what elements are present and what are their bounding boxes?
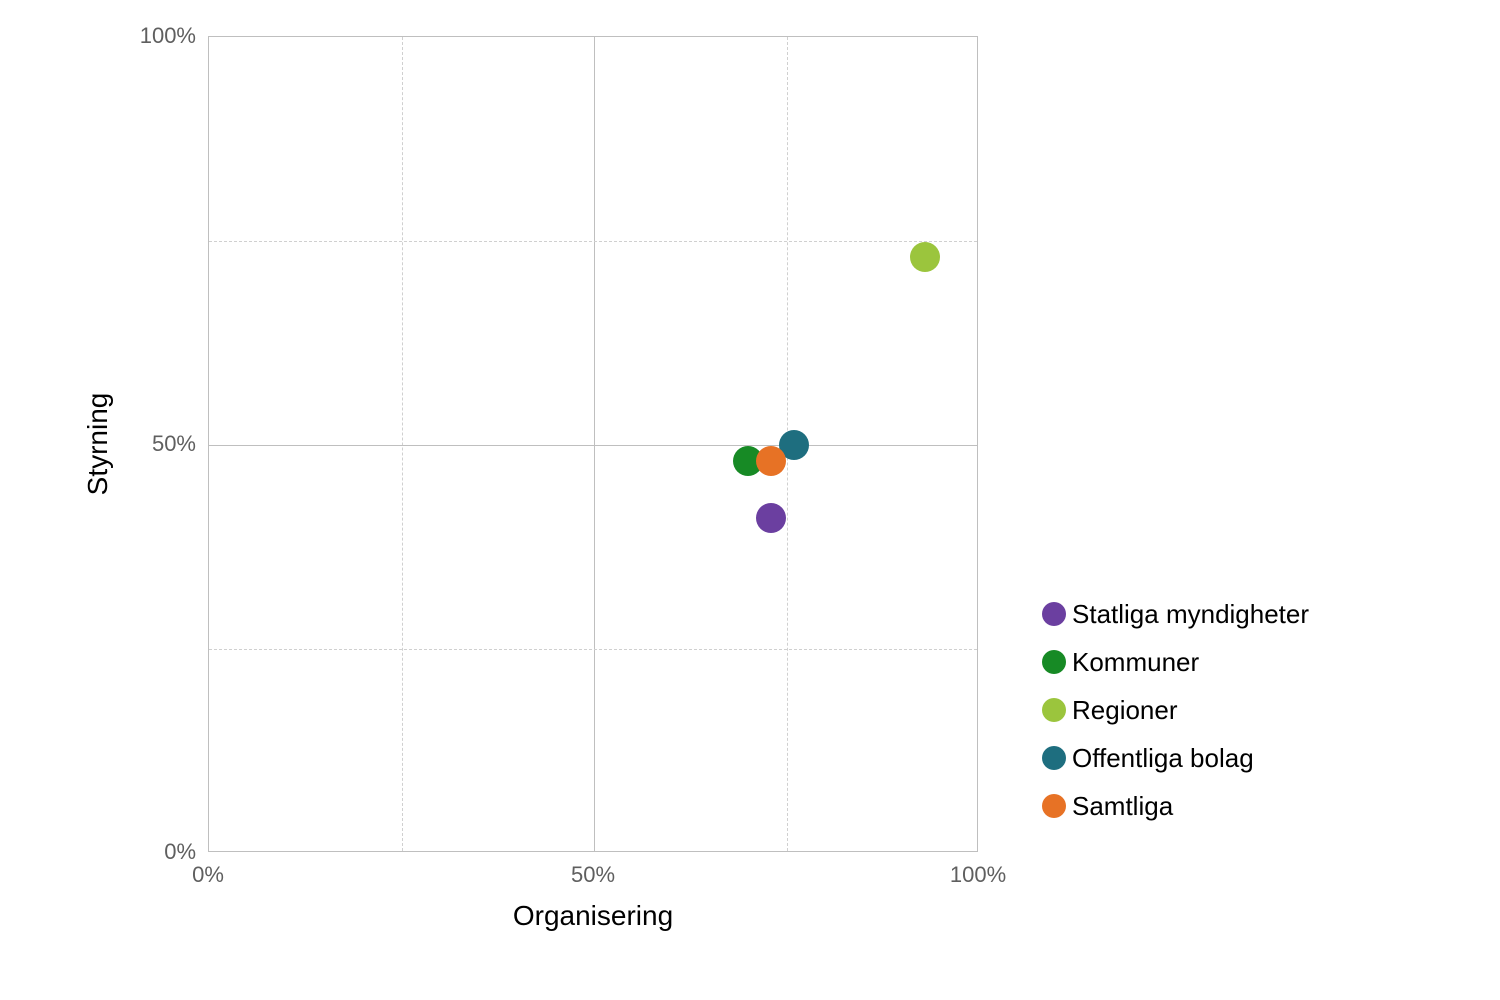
legend-item: Samtliga bbox=[1042, 782, 1309, 830]
legend-label: Kommuner bbox=[1072, 647, 1199, 678]
plot-area bbox=[208, 36, 978, 852]
legend-marker bbox=[1042, 746, 1066, 770]
legend-label: Offentliga bolag bbox=[1072, 743, 1254, 774]
gridline-horizontal bbox=[209, 241, 977, 242]
legend: Statliga myndigheter Kommuner Regioner Offe… bbox=[1042, 590, 1309, 830]
gridline-horizontal bbox=[209, 445, 977, 446]
y-axis-title: Styrning bbox=[82, 393, 114, 496]
legend-marker bbox=[1042, 602, 1066, 626]
legend-item: Regioner bbox=[1042, 686, 1309, 734]
legend-item: Offentliga bolag bbox=[1042, 734, 1309, 782]
data-point bbox=[756, 446, 786, 476]
y-tick-label: 100% bbox=[140, 23, 196, 49]
legend-marker bbox=[1042, 794, 1066, 818]
gridline-horizontal bbox=[209, 649, 977, 650]
x-tick-label: 0% bbox=[192, 862, 224, 888]
legend-item: Kommuner bbox=[1042, 638, 1309, 686]
legend-item: Statliga myndigheter bbox=[1042, 590, 1309, 638]
y-tick-label: 0% bbox=[164, 839, 196, 865]
gridline-vertical bbox=[594, 37, 595, 851]
legend-marker bbox=[1042, 698, 1066, 722]
legend-label: Statliga myndigheter bbox=[1072, 599, 1309, 630]
y-tick-label: 50% bbox=[152, 431, 196, 457]
legend-label: Samtliga bbox=[1072, 791, 1173, 822]
x-tick-label: 100% bbox=[950, 862, 1006, 888]
x-axis-title: Organisering bbox=[513, 900, 673, 932]
chart-container: 0% 50% 100% 0% 50% 100% Organisering Styrnin… bbox=[0, 0, 1500, 1000]
data-point bbox=[910, 242, 940, 272]
x-tick-label: 50% bbox=[571, 862, 615, 888]
legend-marker bbox=[1042, 650, 1066, 674]
data-point bbox=[756, 503, 786, 533]
legend-label: Regioner bbox=[1072, 695, 1178, 726]
gridline-vertical bbox=[402, 37, 403, 851]
